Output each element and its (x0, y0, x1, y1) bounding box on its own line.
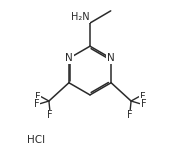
Text: F: F (127, 110, 133, 120)
Text: F: F (47, 110, 53, 120)
Text: N: N (65, 53, 73, 63)
Text: HCl: HCl (27, 135, 45, 145)
Text: H₂N: H₂N (71, 12, 89, 22)
Text: F: F (34, 99, 39, 109)
Text: F: F (35, 92, 40, 102)
Text: N: N (107, 53, 115, 63)
Text: F: F (141, 99, 146, 109)
Text: F: F (140, 92, 145, 102)
